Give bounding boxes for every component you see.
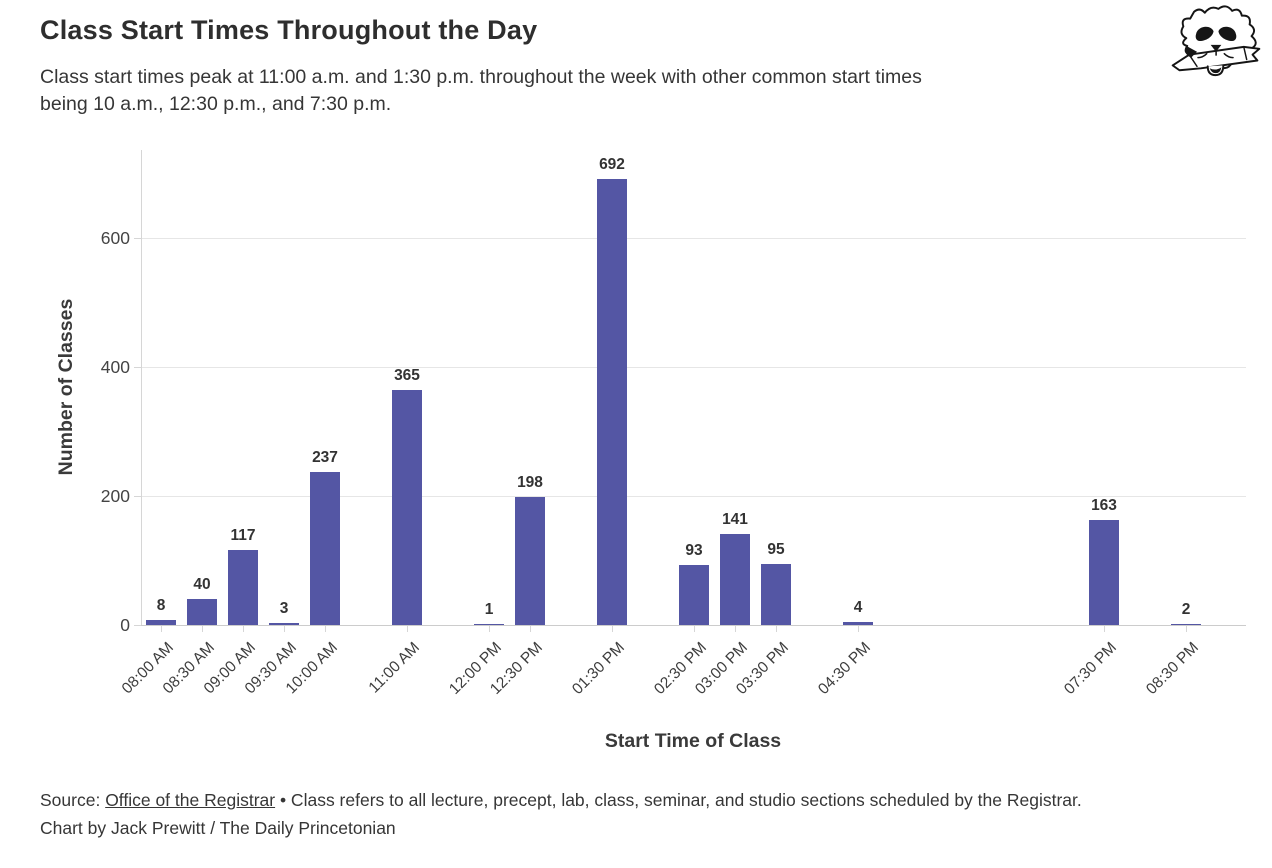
x-axis-tick [1104, 626, 1105, 632]
x-axis-tick [243, 626, 244, 632]
bar-value-label: 3 [279, 600, 289, 618]
bar-value-label: 198 [517, 474, 543, 492]
source-link[interactable]: Office of the Registrar [105, 790, 276, 810]
bar-value-label: 237 [312, 449, 338, 467]
source-line: Source: Office of the Registrar • Class … [40, 786, 1220, 814]
x-axis-tick [489, 626, 490, 632]
bar [720, 534, 750, 625]
tiger-right-eye [1218, 26, 1237, 42]
bar-value-label: 117 [230, 526, 256, 544]
y-tick-label: 0 [120, 615, 130, 635]
bar-value-label: 40 [193, 576, 211, 594]
y-axis-tick [134, 238, 141, 239]
x-axis-tick [407, 626, 408, 632]
y-axis-tick [134, 367, 141, 368]
y-axis-tick [134, 496, 141, 497]
tiger-nose [1210, 44, 1222, 52]
x-tick-label: 11:00 AM [365, 639, 424, 697]
bar [761, 563, 791, 625]
source-note: • Class refers to all lecture, precept, … [275, 790, 1082, 810]
bar [310, 472, 340, 625]
chart-subtitle-line2: being 10 a.m., 12:30 p.m., and 7:30 p.m. [40, 92, 392, 115]
bar [597, 178, 627, 625]
bar [228, 549, 258, 625]
x-axis-tick [202, 626, 203, 632]
x-axis-line [141, 625, 1246, 626]
y-axis-line [141, 150, 142, 625]
x-axis-tick [161, 626, 162, 632]
bar-value-label: 141 [722, 511, 748, 529]
x-tick-label: 01:30 PM [569, 639, 629, 698]
y-tick-label: 600 [100, 228, 130, 248]
bar [146, 619, 176, 625]
x-axis-tick [735, 626, 736, 632]
tiger-jaw-shade [1185, 45, 1197, 58]
x-axis-tick [1186, 626, 1187, 632]
bar-value-label: 692 [599, 155, 625, 173]
bar-value-label: 2 [1181, 600, 1191, 618]
tiger-left-eye [1195, 26, 1214, 42]
y-gridline [141, 367, 1246, 368]
chart-subtitle: Class start times peak at 11:00 a.m. and… [40, 64, 922, 117]
bar [187, 599, 217, 625]
bar-value-label: 163 [1091, 496, 1117, 514]
x-axis-title: Start Time of Class [604, 730, 782, 752]
y-gridline [141, 496, 1246, 497]
x-axis-tick [325, 626, 326, 632]
daily-princetonian-tiger-logo [1171, 5, 1261, 77]
x-axis-tick [530, 626, 531, 632]
bar [679, 565, 709, 625]
bar [474, 624, 504, 625]
x-axis-tick [776, 626, 777, 632]
y-tick-label: 200 [100, 486, 130, 506]
credit-line: Chart by Jack Prewitt / The Daily Prince… [40, 818, 396, 838]
bar-value-label: 1 [484, 601, 494, 619]
chart-subtitle-line1: Class start times peak at 11:00 a.m. and… [40, 66, 922, 88]
bar-value-label: 93 [685, 542, 703, 559]
y-gridline [141, 238, 1246, 239]
source-prefix: Source: [40, 790, 106, 810]
bar [843, 622, 873, 625]
bar-value-label: 4 [853, 599, 863, 617]
bar [1171, 623, 1201, 625]
x-axis-tick [694, 626, 695, 632]
x-tick-label: 04:30 PM [815, 639, 875, 698]
footer: Source: Office of the Registrar • Class … [40, 786, 1220, 842]
bar-value-label: 365 [394, 366, 420, 384]
tiger-newspaper [1171, 45, 1261, 72]
y-tick-label: 400 [100, 357, 130, 377]
bar [269, 623, 299, 625]
x-axis-tick [284, 626, 285, 632]
bar [392, 389, 422, 625]
bar [1089, 519, 1119, 625]
x-tick-label: 08:30 PM [1143, 639, 1203, 698]
bar [515, 497, 545, 625]
x-tick-label: 07:30 PM [1061, 639, 1121, 698]
x-axis-tick [858, 626, 859, 632]
tiger-chin-shade [1209, 67, 1222, 74]
y-axis-tick [134, 625, 141, 626]
chart-title: Class Start Times Throughout the Day [40, 15, 538, 45]
bar-value-label: 8 [156, 596, 166, 614]
bar-value-label: 95 [767, 540, 785, 558]
x-axis-tick [612, 626, 613, 632]
